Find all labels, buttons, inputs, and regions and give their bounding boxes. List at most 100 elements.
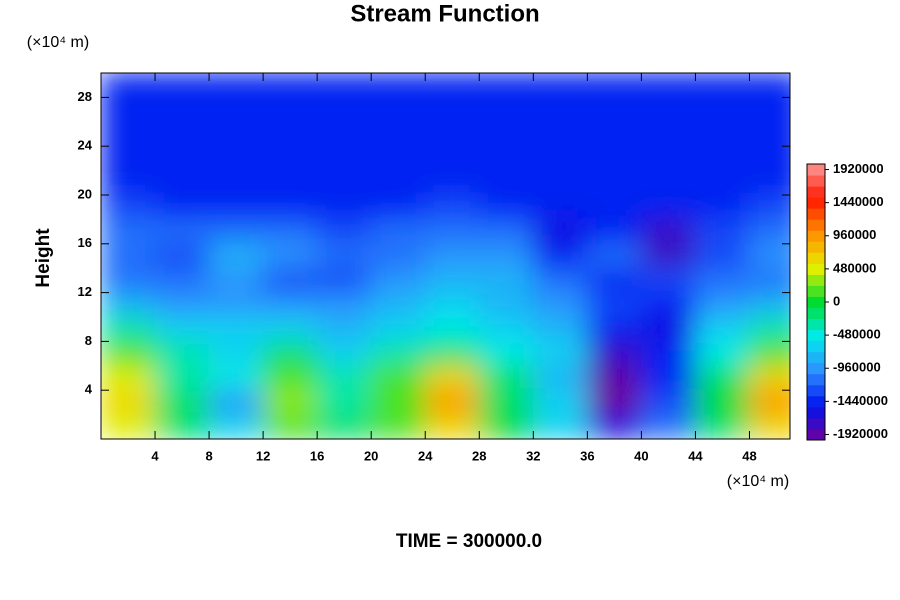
field-cell [208, 170, 264, 196]
field-cell [532, 414, 588, 439]
y-axis-label: Height [33, 228, 54, 288]
colorbar-band [807, 296, 825, 309]
field-cell [586, 389, 642, 416]
field-cell [424, 389, 480, 416]
field-cell [101, 316, 156, 342]
field-cell [748, 292, 790, 318]
field-cell [694, 218, 750, 245]
field-cell [424, 73, 480, 98]
field-cell [748, 218, 790, 245]
colorbar-band [807, 340, 825, 353]
colorbar: 1920000 1440000 960000 480000 0 -480000 -96000… [807, 161, 888, 441]
field-cell [586, 292, 642, 318]
field-cell [154, 243, 210, 269]
field-cell [101, 389, 156, 416]
field-cell [694, 73, 750, 98]
x-tick-label: 12 [256, 448, 270, 463]
field-cell [748, 170, 790, 196]
field-cell [640, 340, 696, 367]
field-cell [748, 73, 790, 98]
colorbar-band [807, 219, 825, 231]
field-cell [262, 145, 318, 172]
field-cell [208, 243, 264, 269]
field-cell [424, 340, 480, 367]
colorbar-band [807, 186, 825, 198]
y-tick-label: 24 [78, 138, 93, 153]
x-tick-label: 16 [310, 448, 324, 463]
field-cell [154, 389, 210, 416]
x-tick-label: 20 [364, 448, 378, 463]
field-cell [316, 316, 372, 342]
colorbar-band [807, 230, 825, 242]
field-cell [262, 194, 318, 220]
field-cell [694, 340, 750, 367]
field-cell [532, 121, 588, 147]
field-cell [370, 267, 426, 294]
field-cell [532, 316, 588, 342]
colorbar-tick-label: -1920000 [833, 426, 888, 441]
field-cell [478, 218, 534, 245]
field-cell [154, 365, 210, 391]
field-cell [694, 292, 750, 318]
field-cell [101, 414, 156, 439]
field-cell [478, 145, 534, 172]
field-cell [262, 414, 318, 439]
field-cell [424, 96, 480, 123]
field-cell [748, 316, 790, 342]
y-unit: (×10⁴ m) [27, 34, 89, 51]
field-cell [640, 121, 696, 147]
field-cell [370, 73, 426, 98]
field-cell [478, 73, 534, 98]
field-cell [748, 145, 790, 172]
field-cell [262, 340, 318, 367]
field-cell [586, 170, 642, 196]
field-cell [532, 145, 588, 172]
field-cell [208, 218, 264, 245]
field-cell [694, 170, 750, 196]
colorbar-band [807, 318, 825, 331]
field-cell [478, 340, 534, 367]
field-cell [370, 243, 426, 269]
y-tick-label: 4 [85, 382, 93, 397]
field-cell [748, 194, 790, 220]
x-tick-label: 36 [580, 448, 594, 463]
field-cell [694, 316, 750, 342]
field-cell [586, 145, 642, 172]
chart-title: Stream Function [350, 0, 539, 27]
colorbar-band [807, 241, 825, 253]
field-cell [101, 365, 156, 391]
field-cell [208, 96, 264, 123]
field-cell [424, 194, 480, 220]
field-cell [532, 96, 588, 123]
field-cell [154, 414, 210, 439]
x-tick-label: 44 [688, 448, 703, 463]
field-cell [640, 243, 696, 269]
field-cell [370, 414, 426, 439]
field-cell [640, 218, 696, 245]
field-cell [154, 340, 210, 367]
field-cell [370, 218, 426, 245]
colorbar-band [807, 395, 825, 408]
field-cell [316, 292, 372, 318]
colorbar-band [807, 274, 825, 286]
colorbar-band [807, 329, 825, 342]
y-tick-label: 12 [78, 284, 92, 299]
field-cell [101, 96, 156, 123]
field-cell [370, 340, 426, 367]
field-cell [208, 267, 264, 294]
field-cell [694, 414, 750, 439]
field-cell [101, 145, 156, 172]
field-cell [640, 389, 696, 416]
field-cell [424, 316, 480, 342]
field-cell [586, 121, 642, 147]
field-cell [424, 365, 480, 391]
field-cell [532, 389, 588, 416]
x-tick-label: 28 [472, 448, 486, 463]
field-cell [154, 218, 210, 245]
colorbar-tick-label: 1440000 [833, 194, 884, 209]
colorbar-band [807, 384, 825, 397]
field-cell [262, 316, 318, 342]
x-tick-label: 32 [526, 448, 540, 463]
